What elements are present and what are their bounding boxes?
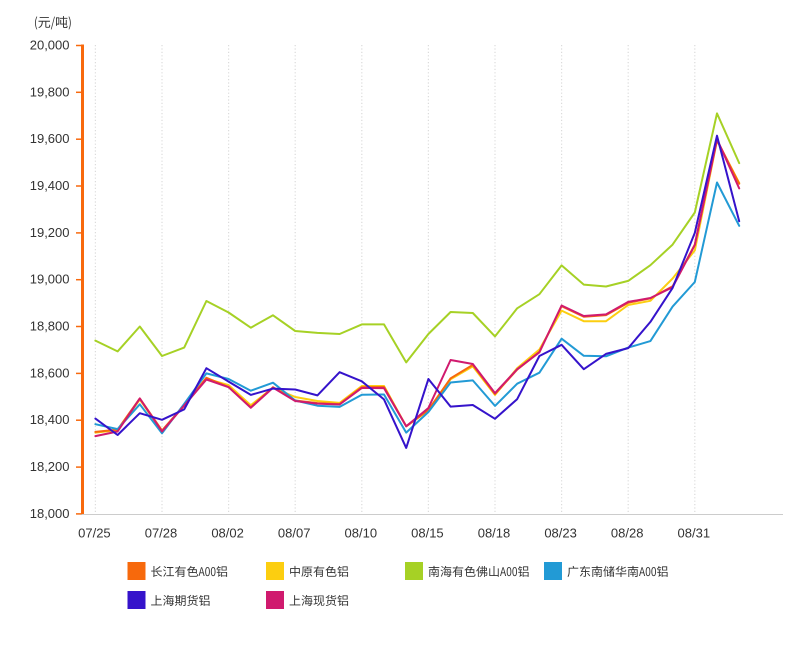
svg-text:08/18: 08/18 — [478, 526, 511, 541]
svg-text:19,800: 19,800 — [30, 84, 70, 99]
svg-text:07/28: 07/28 — [145, 526, 178, 541]
svg-text:20,000: 20,000 — [30, 38, 70, 53]
svg-text:08/23: 08/23 — [544, 526, 577, 541]
svg-text:18,200: 18,200 — [30, 459, 70, 474]
svg-text:08/10: 08/10 — [345, 526, 378, 541]
svg-text:18,400: 18,400 — [30, 412, 70, 427]
svg-text:18,000: 18,000 — [30, 506, 70, 521]
svg-text:07/25: 07/25 — [78, 526, 111, 541]
svg-text:18,800: 18,800 — [30, 319, 70, 334]
svg-text:08/15: 08/15 — [411, 526, 444, 541]
svg-text:08/28: 08/28 — [611, 526, 644, 541]
svg-text:08/31: 08/31 — [678, 526, 711, 541]
svg-text:19,400: 19,400 — [30, 178, 70, 193]
svg-text:08/07: 08/07 — [278, 526, 311, 541]
svg-text:19,200: 19,200 — [30, 225, 70, 240]
svg-text:19,600: 19,600 — [30, 131, 70, 146]
svg-text:19,000: 19,000 — [30, 272, 70, 287]
svg-text:08/02: 08/02 — [211, 526, 244, 541]
svg-text:18,600: 18,600 — [30, 365, 70, 380]
